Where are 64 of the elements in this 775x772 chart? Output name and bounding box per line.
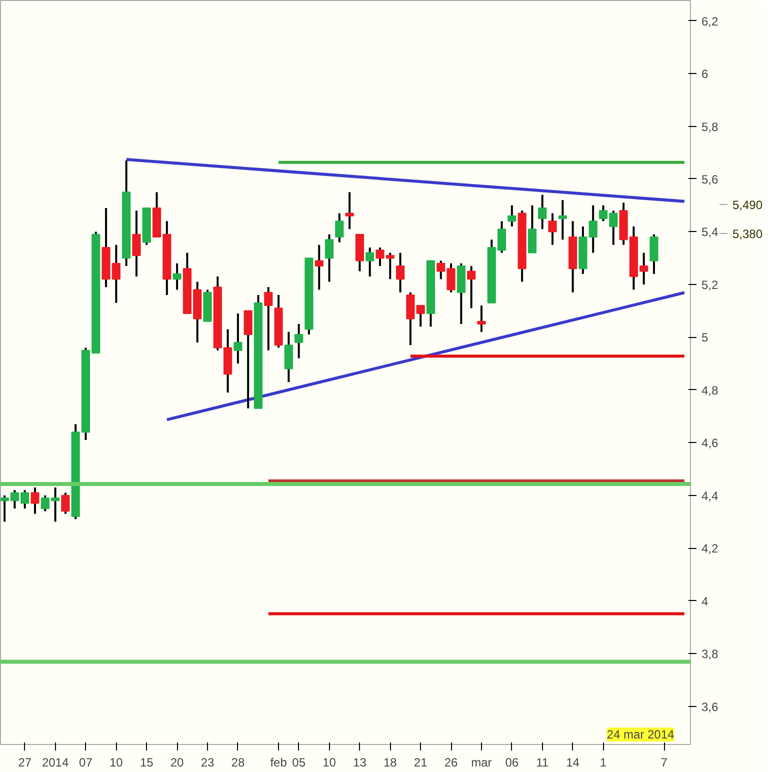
x-tick-label: 15 (140, 756, 154, 770)
candlestick (335, 212, 344, 244)
candlestick (324, 233, 334, 283)
candlestick (558, 199, 567, 241)
annotation: 24 mar 2014 (606, 728, 675, 742)
y-tick-label: 6,2 (702, 14, 719, 28)
candlestick (538, 194, 547, 230)
candlestick (61, 492, 70, 515)
x-tick-label: 13 (353, 756, 367, 770)
x-tick-label: 10 (322, 756, 336, 770)
candlestick (172, 262, 182, 291)
x-tick-label: 10 (110, 756, 124, 770)
text: 5,380 (732, 227, 763, 241)
y-tick-label: 4,4 (702, 488, 719, 503)
x-tick-label: 1 (600, 756, 607, 770)
x-tick-label: 14 (566, 756, 580, 770)
candlestick (264, 286, 273, 352)
candlestick (132, 210, 141, 278)
y-tick-label: 5,4 (702, 225, 719, 240)
candlestick (284, 330, 293, 383)
y-tick-label: 3,8 (702, 647, 719, 662)
candlestick (314, 244, 324, 291)
y-tick-label: 5,6 (702, 172, 719, 186)
y-tick-label: 5,2 (702, 278, 719, 292)
x-tick-label: 23 (200, 756, 214, 770)
y-tick-label: 4,8 (702, 383, 719, 398)
y-tick-label: 5 (702, 330, 708, 345)
candlestick (406, 291, 415, 346)
x-tick-label: 21 (414, 756, 428, 770)
y-tick-label: 6 (702, 67, 708, 82)
x-tick-label: 2014 (42, 756, 69, 770)
y-tick-label: 4,2 (702, 542, 719, 556)
x-tick-label: 28 (231, 756, 245, 770)
x-tick-label: 26 (444, 756, 458, 770)
x-tick-label: 05 (292, 756, 306, 770)
candlestick (467, 264, 476, 310)
candlestick (508, 204, 516, 228)
candlestick (244, 310, 252, 410)
candlestick (528, 204, 537, 254)
candlestick (548, 212, 557, 246)
x-tick-label: 11 (536, 756, 549, 770)
y-tick-label: 3,6 (702, 700, 719, 714)
x-tick-label: mar (471, 756, 492, 770)
x-tick-label: 06 (505, 756, 519, 770)
candlestick (294, 322, 304, 360)
candlestick (30, 486, 40, 515)
candlestick (650, 233, 658, 275)
text: 5,490 (732, 198, 763, 212)
y-tick-label: 5,8 (702, 120, 719, 134)
candlestick (477, 304, 486, 333)
candlestick (234, 312, 242, 365)
x-tick-label: 07 (79, 756, 93, 770)
candlestick (588, 204, 598, 254)
x-tick-label: feb (270, 756, 288, 770)
y-tick-label: 4 (702, 594, 708, 608)
x-tick-label: 27 (18, 756, 32, 770)
candlestick (366, 246, 374, 278)
candlestick (396, 252, 405, 294)
y-tick-label: 4,6 (702, 436, 719, 450)
x-tick-label: 18 (383, 756, 398, 770)
x-tick-label: 7 (660, 756, 668, 770)
candlestick (345, 191, 354, 230)
x-tick-label: 20 (170, 756, 184, 770)
candlestick (416, 304, 425, 328)
